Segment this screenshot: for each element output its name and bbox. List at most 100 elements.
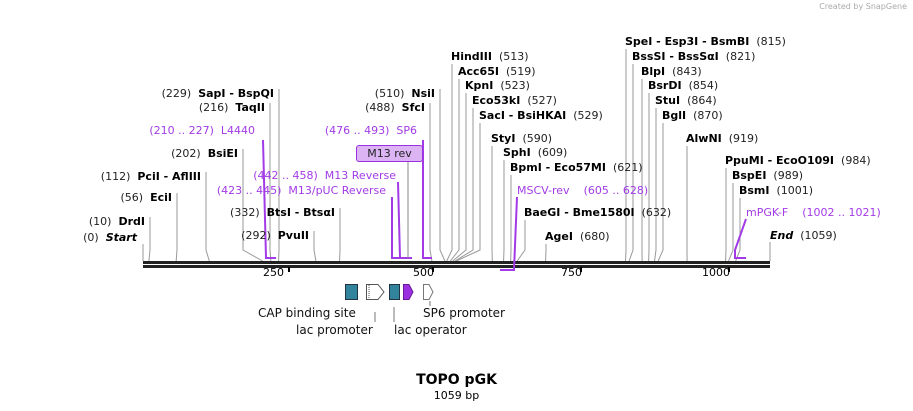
enzyme-label-bpmi[interactable]: BpmI - Eco57MI (621) bbox=[510, 161, 643, 175]
primer-label-m13-puc-reverse[interactable]: (423 .. 445) M13/pUC Reverse bbox=[217, 184, 386, 198]
enzyme-name: SfcI bbox=[401, 101, 425, 114]
primer-range: (442 .. 458) bbox=[253, 169, 318, 182]
primer-name: SP6 bbox=[396, 124, 417, 137]
cut-line bbox=[148, 217, 151, 262]
enzyme-label-btsi[interactable]: (332) BtsI - BtsαI bbox=[230, 206, 335, 220]
enzyme-label-blpi[interactable]: BlpI (843) bbox=[641, 65, 702, 79]
enzyme-name: SapI - BspQI bbox=[198, 87, 274, 100]
enzyme-label-saci[interactable]: SacI - BsiHKAI (529) bbox=[479, 109, 603, 123]
enzyme-label-eco53ki[interactable]: Eco53kI (527) bbox=[472, 94, 557, 108]
map-title: TOPO pGK bbox=[416, 372, 497, 388]
enzyme-position: (680) bbox=[579, 230, 610, 243]
cut-line bbox=[452, 93, 467, 262]
primer-name: M13/pUC Reverse bbox=[288, 184, 386, 197]
enzyme-label-start[interactable]: (0) Start bbox=[83, 231, 137, 245]
primer-label-l4440[interactable]: (210 .. 227) L4440 bbox=[149, 124, 255, 138]
enzyme-name: KpnI bbox=[465, 79, 494, 92]
enzyme-label-pcii[interactable]: (112) PciI - AflIII bbox=[101, 170, 201, 184]
enzyme-label-agei[interactable]: AgeI (680) bbox=[545, 230, 610, 244]
enzyme-label-bsiei[interactable]: (202) BsiEI bbox=[171, 147, 238, 161]
enzyme-label-stui[interactable]: StuI (864) bbox=[655, 94, 717, 108]
enzyme-label-acc65i[interactable]: Acc65I (519) bbox=[458, 65, 536, 79]
enzyme-position: (1001) bbox=[776, 184, 814, 197]
enzyme-position: (815) bbox=[756, 35, 786, 48]
enzyme-position: (529) bbox=[573, 109, 603, 122]
lac-promoter-feature[interactable] bbox=[366, 284, 385, 300]
cut-line bbox=[657, 123, 664, 262]
enzyme-name: EciI bbox=[150, 191, 172, 204]
primer-range: (210 .. 227) bbox=[149, 124, 214, 137]
enzyme-name: PvuII bbox=[277, 229, 309, 242]
enzyme-label-styi[interactable]: StyI (590) bbox=[491, 132, 552, 146]
enzyme-label-bsmi[interactable]: BsmI (1001) bbox=[739, 184, 813, 198]
enzyme-name: BpmI - Eco57MI bbox=[510, 161, 606, 174]
enzyme-label-taqii[interactable]: (216) TaqII bbox=[199, 101, 265, 115]
cut-line bbox=[735, 198, 741, 262]
enzyme-name: TaqII bbox=[235, 101, 265, 114]
m13-rev-label[interactable]: M13 rev bbox=[356, 145, 423, 162]
enzyme-name: BtsI - BtsαI bbox=[266, 206, 335, 219]
enzyme-position: (202) bbox=[171, 147, 201, 160]
cut-line bbox=[728, 183, 734, 262]
cut-line bbox=[454, 108, 474, 262]
enzyme-label-alwni[interactable]: AlwNI (919) bbox=[686, 132, 758, 146]
enzyme-label-baegi[interactable]: BaeGI - Bme1580I (632) bbox=[524, 206, 671, 220]
enzyme-label-ecii[interactable]: (56) EciI bbox=[121, 191, 173, 205]
enzyme-label-sphi[interactable]: SphI (609) bbox=[503, 146, 567, 160]
enzyme-name: PciI - AflIII bbox=[137, 170, 201, 183]
enzyme-position: (488) bbox=[365, 101, 395, 114]
enzyme-name: BssSI - BssSαI bbox=[632, 50, 719, 63]
enzyme-position: (821) bbox=[725, 50, 756, 63]
enzyme-label-spei[interactable]: SpeI - Esp3I - BsmBI (815) bbox=[625, 35, 786, 49]
feature-label-lac-operator[interactable]: lac operator bbox=[394, 323, 467, 337]
enzyme-label-bspei[interactable]: BspEI (989) bbox=[732, 169, 803, 183]
tick-label-750: 750 bbox=[561, 266, 582, 279]
enzyme-position: (854) bbox=[688, 79, 719, 92]
primer-label-sp6[interactable]: (476 .. 493) SP6 bbox=[325, 124, 417, 138]
enzyme-label-bgli[interactable]: BglI (870) bbox=[662, 109, 723, 123]
enzyme-label-hindiii[interactable]: HindIII (513) bbox=[451, 50, 529, 64]
primer-name: L4440 bbox=[220, 124, 255, 137]
enzyme-position: (0) bbox=[83, 231, 99, 244]
enzyme-position: (519) bbox=[505, 65, 536, 78]
m13-rev-feature[interactable] bbox=[403, 284, 414, 300]
primer-label-mpgk-f[interactable]: mPGK-F (1002 .. 1021) bbox=[746, 206, 881, 220]
enzyme-name: Acc65I bbox=[458, 65, 499, 78]
enzyme-label-ppumi[interactable]: PpuMI - EcoO109I (984) bbox=[725, 154, 871, 168]
enzyme-label-bsrdi[interactable]: BsrDI (854) bbox=[648, 79, 718, 93]
map-length: 1059 bp bbox=[433, 389, 480, 402]
enzyme-position: (919) bbox=[728, 132, 759, 145]
ruler-ticks bbox=[288, 267, 730, 272]
primer-label-m13-reverse[interactable]: (442 .. 458) M13 Reverse bbox=[253, 169, 396, 183]
enzyme-name: BaeGI - Bme1580I bbox=[524, 206, 635, 219]
feature-label-sp6-promoter[interactable]: SP6 promoter bbox=[423, 306, 505, 320]
feature-label-cap[interactable]: CAP binding site bbox=[258, 306, 356, 320]
enzyme-position: (843) bbox=[672, 65, 702, 78]
enzyme-label-drdi[interactable]: (10) DrdI bbox=[89, 215, 145, 229]
enzyme-label-bsssi[interactable]: BssSI - BssSαI (821) bbox=[632, 50, 755, 64]
enzyme-label-pvuii[interactable]: (292) PvuII bbox=[241, 229, 309, 243]
cap-binding-site-feature[interactable] bbox=[345, 284, 358, 300]
cut-line bbox=[628, 64, 634, 262]
enzyme-label-nsii[interactable]: (510) NsiI bbox=[375, 87, 435, 101]
lac-operator-feature[interactable] bbox=[389, 284, 400, 300]
tick-label-250: 250 bbox=[263, 266, 284, 279]
enzyme-name: StuI bbox=[655, 94, 681, 107]
enzyme-label-end[interactable]: End (1059) bbox=[770, 229, 837, 243]
enzyme-name: BspEI bbox=[732, 169, 767, 182]
enzyme-position: (870) bbox=[693, 109, 723, 122]
feature-label-lac-promoter[interactable]: lac promoter bbox=[296, 323, 373, 337]
cut-line bbox=[205, 172, 210, 262]
enzyme-name: AgeI bbox=[545, 230, 573, 243]
primer-name: MSCV-rev bbox=[517, 184, 570, 197]
enzyme-label-kpni[interactable]: KpnI (523) bbox=[465, 79, 530, 93]
enzyme-name: Eco53kI bbox=[472, 94, 521, 107]
sp6-promoter-feature[interactable] bbox=[423, 284, 434, 300]
backbone-top bbox=[143, 261, 770, 264]
primer-label-mscv-rev[interactable]: MSCV-rev (605 .. 628) bbox=[517, 184, 648, 198]
enzyme-label-sfci[interactable]: (488) SfcI bbox=[365, 101, 425, 115]
cut-line bbox=[175, 193, 178, 262]
enzyme-name: NsiI bbox=[411, 87, 435, 100]
enzyme-label-sapi[interactable]: (229) SapI - BspQI bbox=[162, 87, 274, 101]
